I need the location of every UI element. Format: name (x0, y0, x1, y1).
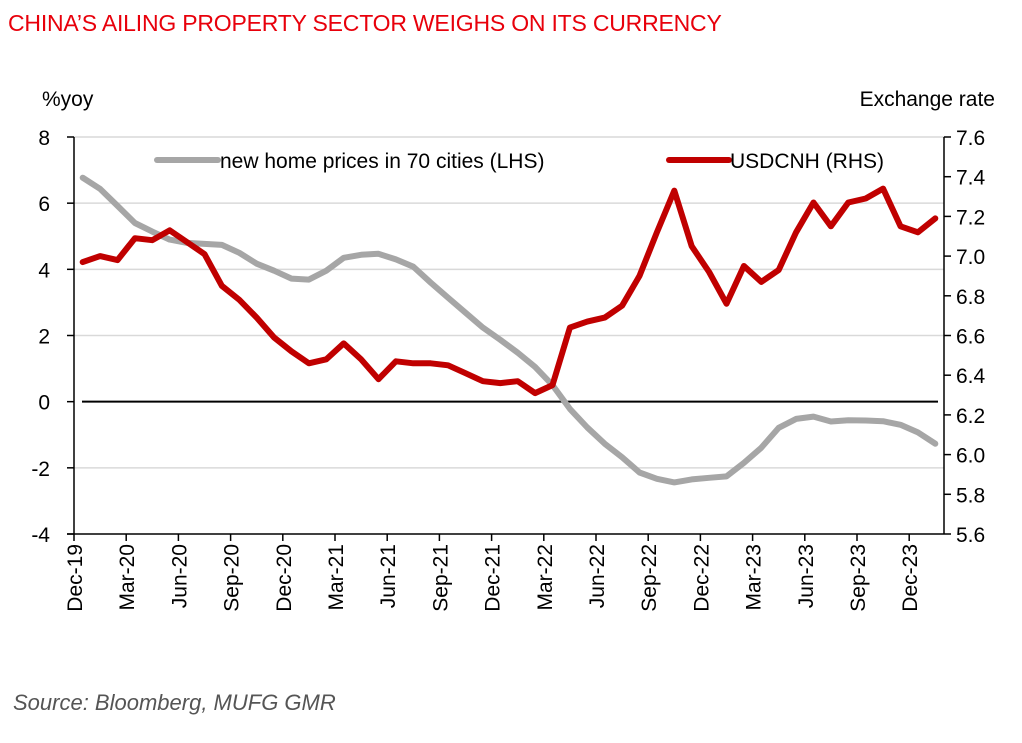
y-tick-label-right: 6.6 (956, 326, 985, 349)
y-tick-label-right: 6.8 (956, 286, 985, 309)
x-tick-label: Mar-21 (325, 544, 348, 611)
y-tick-label-right: 6.4 (956, 365, 986, 388)
y-axis-label-left: %yoy (42, 88, 94, 111)
x-tick-label: Sep-22 (638, 544, 661, 612)
x-tick-label: Dec-21 (482, 544, 505, 612)
y-tick-label-right: 6.2 (956, 405, 985, 428)
axes: 8 6 4 2 0 -2 -4 7.6 7.4 7.2 7.0 6.8 6.6 6.4 6.2 6.0 5.8 5… (31, 127, 985, 612)
series-line-home-prices (79, 174, 939, 486)
y-tick-label-right: 7.0 (956, 246, 985, 269)
legend-label-home-prices: new home prices in 70 cities (LHS) (220, 150, 544, 173)
y-tick-label-left: 4 (38, 259, 50, 282)
x-tick-label: Dec-20 (273, 544, 296, 612)
x-tick-label: Jun-21 (377, 544, 400, 608)
y-tick-label-right: 7.6 (956, 127, 985, 150)
y-tick-label-left: -2 (31, 458, 50, 481)
y-tick-label-left: 2 (38, 326, 50, 349)
y-tick-label-left: 6 (38, 193, 50, 216)
x-tick-label: Sep-23 (847, 544, 870, 612)
series-line-usdcnh (79, 185, 939, 397)
x-tick-label: Mar-20 (116, 544, 139, 611)
y-tick-label-left: 0 (38, 392, 50, 415)
series-lines (79, 174, 939, 486)
y-tick-label-right: 5.8 (956, 484, 985, 507)
x-tick-label: Sep-21 (429, 544, 452, 612)
y-tick-label-left: -4 (31, 524, 50, 547)
gridlines (74, 136, 944, 469)
y-tick-label-right: 6.0 (956, 445, 985, 468)
source-note: Source: Bloomberg, MUFG GMR (13, 690, 336, 715)
y-tick-label-right: 7.4 (956, 167, 986, 190)
chart-title: CHINA’S AILING PROPERTY SECTOR WEIGHS ON… (8, 10, 722, 36)
x-tick-label: Jun-20 (168, 544, 191, 608)
x-tick-label: Dec-19 (64, 544, 87, 612)
y-tick-label-left: 8 (38, 127, 50, 150)
legend-label-usdcnh: USDCNH (RHS) (730, 150, 884, 173)
y-axis-label-right: Exchange rate (860, 88, 995, 111)
y-tick-label-right: 5.6 (956, 524, 985, 547)
y-tick-label-right: 7.2 (956, 206, 985, 229)
x-tick-label: Jun-22 (586, 544, 609, 608)
legend: new home prices in 70 cities (LHS) USDCNH… (154, 150, 884, 173)
x-tick-label: Dec-22 (690, 544, 713, 612)
x-tick-label: Dec-23 (899, 544, 922, 612)
x-tick-label: Mar-23 (743, 544, 766, 611)
x-tick-label: Sep-20 (221, 544, 244, 612)
x-tick-label: Mar-22 (534, 544, 557, 611)
x-tick-label: Jun-23 (795, 544, 818, 608)
